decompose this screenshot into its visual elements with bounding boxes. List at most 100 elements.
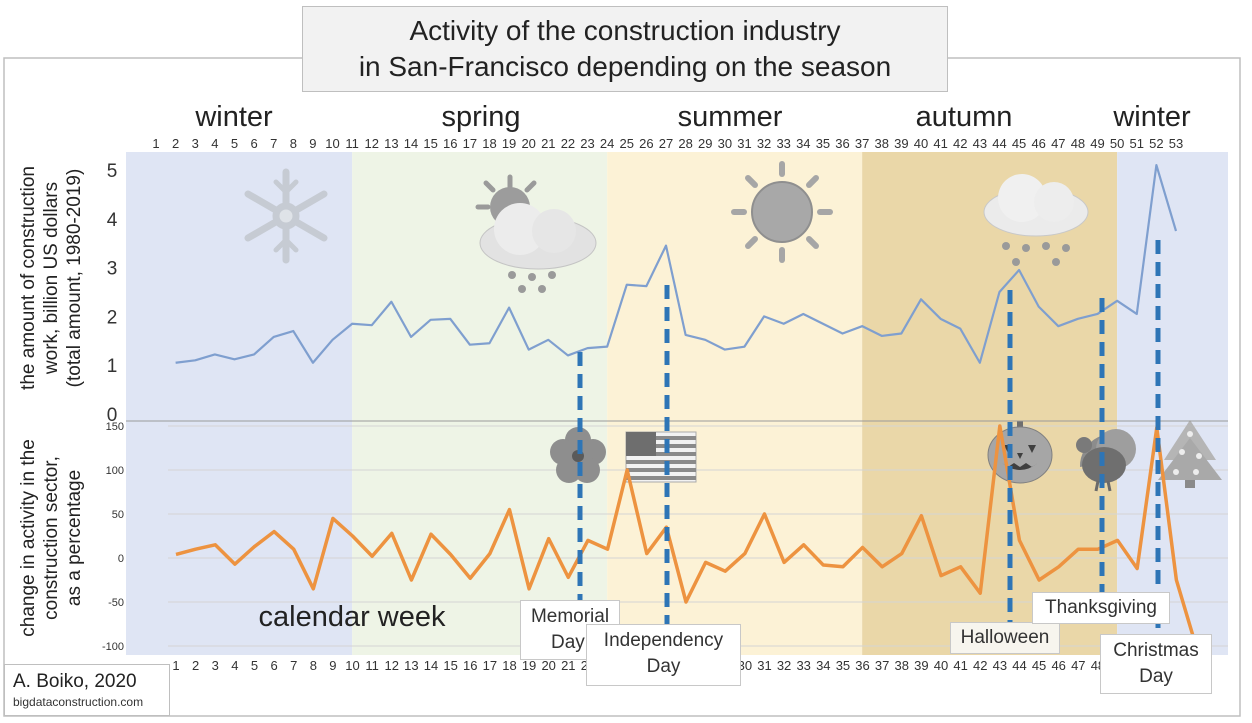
memorial-day-label-line-2: Day: [551, 632, 585, 653]
top-week-tick: 46: [1031, 136, 1045, 151]
top-week-tick: 13: [384, 136, 398, 151]
top-week-tick: 22: [561, 136, 575, 151]
bottom-week-tick: 19: [522, 658, 536, 673]
top-y-tick: 1: [107, 356, 118, 377]
top-week-tick: 38: [875, 136, 889, 151]
sun-icon: [731, 161, 833, 263]
top-week-tick: 30: [718, 136, 732, 151]
independency-day-label-line-1: Independency: [603, 630, 724, 651]
bottom-week-tick: 17: [483, 658, 497, 673]
top-week-tick: 32: [757, 136, 771, 151]
top-week-tick: 41: [933, 136, 947, 151]
top-week-tick: 35: [816, 136, 830, 151]
bottom-week-tick: 4: [231, 658, 238, 673]
season-label-summer-2: summer: [678, 101, 783, 133]
top-week-tick: 36: [835, 136, 849, 151]
bottom-week-tick: 40: [934, 658, 948, 673]
top-y-tick: 2: [107, 307, 118, 328]
top-week-tick: 14: [404, 136, 418, 151]
top-week-tick: 26: [639, 136, 653, 151]
independency-day-label-line-2: Day: [646, 656, 681, 677]
bottom-week-tick: 39: [914, 658, 928, 673]
bottom-y-tick: -50: [108, 597, 124, 609]
bottom-week-tick: 11: [365, 658, 379, 673]
top-week-tick: 3: [192, 136, 199, 151]
hibiscus-flower-icon: [550, 427, 606, 483]
top-week-tick: 21: [541, 136, 555, 151]
top-week-tick: 51: [1130, 136, 1144, 151]
top-week-tick: 19: [502, 136, 516, 151]
memorial-day-label-line-1: Memorial: [530, 606, 610, 627]
halloween-label-line-1: Halloween: [960, 627, 1050, 648]
bottom-y-axis-label-line: change in activity in the: [18, 439, 39, 637]
holiday-markers: [577, 240, 1161, 656]
season-band-winter-4: [1117, 152, 1228, 655]
bottom-week-tick: 18: [502, 658, 516, 673]
bottom-week-tick: 21: [561, 658, 575, 673]
credit-box: A. Boiko, 2020 bigdataconstruction.com: [4, 664, 170, 716]
season-label-winter-0: winter: [194, 101, 273, 133]
independency-day-label: Independency Day: [586, 624, 741, 686]
bottom-week-tick: 44: [1012, 658, 1026, 673]
bottom-week-tick: 46: [1051, 658, 1065, 673]
x-axis-label: calendar week: [259, 601, 446, 633]
bottom-week-tick: 43: [993, 658, 1007, 673]
top-week-tick: 24: [600, 136, 614, 151]
christmas-day-label-line-2: Day: [1139, 666, 1173, 687]
bottom-week-tick: 45: [1032, 658, 1046, 673]
top-week-tick: 6: [250, 136, 257, 151]
top-week-tick: 17: [463, 136, 477, 151]
season-band-autumn-3: [862, 152, 1118, 655]
bottom-week-tick: 5: [251, 658, 258, 673]
bottom-week-tick: 35: [836, 658, 850, 673]
bottom-week-tick: 13: [404, 658, 418, 673]
bottom-week-tick: 33: [796, 658, 810, 673]
top-y-tick: 4: [107, 210, 118, 231]
top-week-tick: 39: [894, 136, 908, 151]
top-week-tick: 9: [309, 136, 316, 151]
top-week-tick: 53: [1169, 136, 1183, 151]
bottom-y-axis-label-line: construction sector,: [41, 456, 62, 620]
season-label-autumn-3: autumn: [916, 101, 1013, 133]
top-week-tick: 27: [659, 136, 673, 151]
bottom-week-tick: 47: [1071, 658, 1085, 673]
top-week-tick: 45: [1012, 136, 1026, 151]
bottom-week-tick: 36: [855, 658, 869, 673]
bottom-week-tick: 10: [345, 658, 359, 673]
christmas-day-label: Christmas Day: [1100, 634, 1212, 694]
top-week-tick: 50: [1110, 136, 1124, 151]
top-week-tick: 11: [345, 136, 359, 151]
top-y-tick: 5: [107, 161, 118, 182]
bottom-week-tick: 8: [310, 658, 317, 673]
bottom-week-tick: 34: [816, 658, 830, 673]
top-week-tick: 47: [1051, 136, 1065, 151]
bottom-week-tick: 16: [463, 658, 477, 673]
bottom-y-tick: 150: [106, 421, 124, 433]
top-week-tick: 43: [973, 136, 987, 151]
bottom-week-tick: 15: [443, 658, 457, 673]
top-week-tick: 33: [776, 136, 790, 151]
top-y-axis-label-line: the amount of construction: [18, 166, 39, 390]
top-week-tick: 28: [678, 136, 692, 151]
bottom-week-tick: 6: [270, 658, 277, 673]
bottom-week-tick: 7: [290, 658, 297, 673]
bottom-week-tick: 2: [192, 658, 199, 673]
bottom-week-tick: 30: [738, 658, 752, 673]
bottom-week-tick: 31: [757, 658, 771, 673]
thanksgiving-label-line-1: Thanksgiving: [1045, 597, 1157, 618]
top-week-tick: 49: [1090, 136, 1104, 151]
series: [175, 164, 1198, 647]
top-week-tick: 5: [231, 136, 238, 151]
bottom-y-tick: -100: [102, 641, 124, 653]
top-week-tick: 1: [152, 136, 159, 151]
top-week-tick: 7: [270, 136, 277, 151]
season-label-winter-4: winter: [1112, 101, 1191, 133]
top-week-tick: 52: [1149, 136, 1163, 151]
chart-title-line-1: Activity of the construction industry: [409, 15, 841, 46]
top-week-tick: 15: [423, 136, 437, 151]
top-week-tick: 12: [365, 136, 379, 151]
bottom-y-axis-label-line: as a percentage: [64, 470, 85, 606]
bottom-y-tick: 50: [112, 509, 124, 521]
bottom-y-tick: 0: [118, 553, 124, 565]
